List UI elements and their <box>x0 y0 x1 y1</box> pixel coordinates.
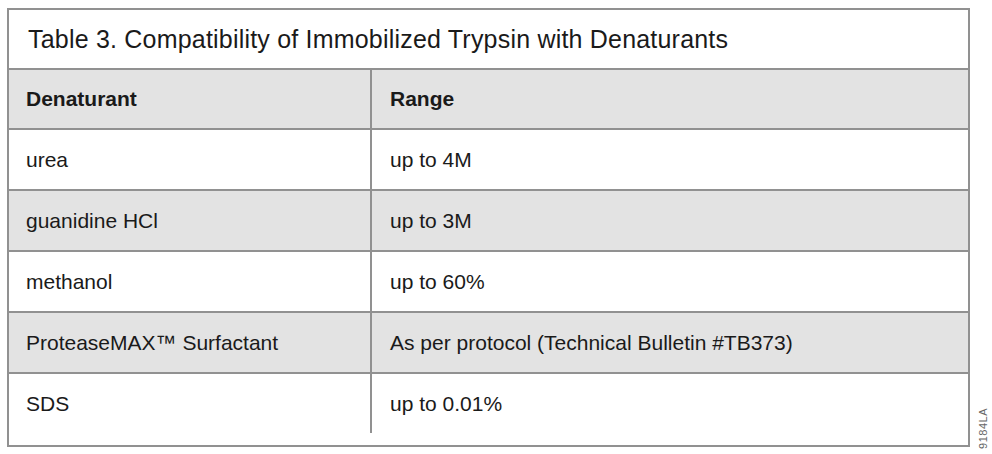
cell-range: up to 60% <box>370 252 968 311</box>
cell-denaturant: ProteaseMAX™ Surfactant <box>9 313 370 372</box>
compatibility-table: Table 3. Compatibility of Immobilized Tr… <box>7 8 970 447</box>
cell-range: up to 4M <box>370 130 968 189</box>
table-title: Table 3. Compatibility of Immobilized Tr… <box>9 10 968 68</box>
table-row-sds: SDS up to 0.01% <box>9 372 968 433</box>
document-page: Table 3. Compatibility of Immobilized Tr… <box>0 0 992 454</box>
table-row-guanidine-hcl: guanidine HCl up to 3M <box>9 189 968 250</box>
cell-denaturant: urea <box>9 130 370 189</box>
cell-range: up to 3M <box>370 191 968 250</box>
table-row-proteasemax-surfactant: ProteaseMAX™ Surfactant As per protocol … <box>9 311 968 372</box>
column-header-range: Range <box>370 70 968 128</box>
table-row-methanol: methanol up to 60% <box>9 250 968 311</box>
table-row-urea: urea up to 4M <box>9 128 968 189</box>
figure-number: 9184LA <box>977 408 989 449</box>
cell-range: As per protocol (Technical Bulletin #TB3… <box>370 313 968 372</box>
table-header-row: Denaturant Range <box>9 68 968 128</box>
cell-range: up to 0.01% <box>370 374 968 433</box>
cell-denaturant: methanol <box>9 252 370 311</box>
cell-denaturant: SDS <box>9 374 370 433</box>
cell-denaturant: guanidine HCl <box>9 191 370 250</box>
column-header-denaturant: Denaturant <box>9 70 370 128</box>
